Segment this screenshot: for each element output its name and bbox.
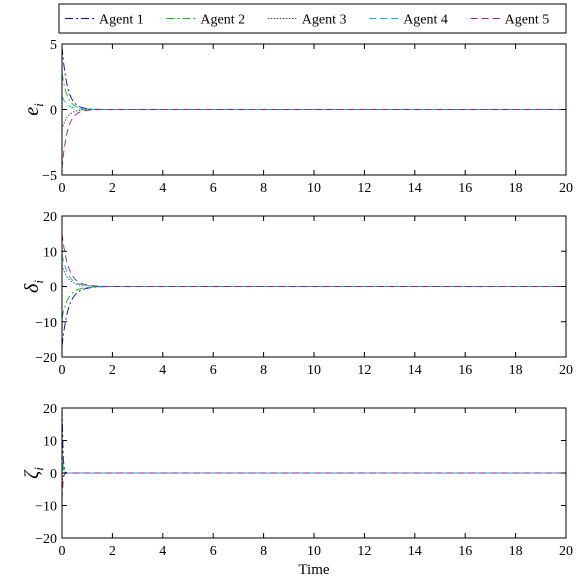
x-tick-label: 20 <box>559 544 573 559</box>
panel-2: 0 2 4 6 8 10 12 14 16 18 20 −20 −10 0 10 20 δi <box>21 210 573 378</box>
series-line-agent-5 <box>62 109 566 169</box>
series-line-agent-3 <box>62 472 566 483</box>
x-tick-label: 6 <box>210 363 217 378</box>
series-line-agent-2 <box>62 446 566 474</box>
legend-box <box>58 3 567 34</box>
y-tick-label: 20 <box>43 402 57 417</box>
y-axis-label-subscript: i <box>31 467 46 471</box>
series-group <box>62 46 566 169</box>
y-tick-label: 0 <box>50 281 57 296</box>
series-line-agent-5 <box>62 472 566 500</box>
series-line-agent-4 <box>62 254 566 287</box>
x-tick-label: 2 <box>109 363 116 378</box>
x-tick-label: 8 <box>260 544 267 559</box>
legend: Agent 1 Agent 2 Agent 3 Agent 4 Agent 5 <box>58 3 567 34</box>
x-tick-label: 2 <box>109 181 116 196</box>
series-line-agent-1 <box>62 408 566 474</box>
y-tick-label: 10 <box>43 245 57 260</box>
y-tick-label: 0 <box>50 467 57 482</box>
series-line-agent-1 <box>62 286 566 347</box>
x-tick-label: 12 <box>357 363 371 378</box>
x-tick-label: 6 <box>210 181 217 196</box>
series-line-agent-2 <box>62 72 566 110</box>
y-axis-label-subscript: i <box>31 103 46 107</box>
x-axis-label: Time <box>298 562 329 578</box>
y-tick-label: −10 <box>35 500 57 515</box>
x-tick-label: 10 <box>307 363 321 378</box>
y-tick-label: −5 <box>42 169 57 184</box>
y-axis-label: δi <box>21 280 46 293</box>
y-tick-label: −20 <box>35 351 57 366</box>
x-tick-label: 4 <box>159 363 166 378</box>
y-axis-label: ζi <box>21 467 46 479</box>
x-tick-label: 14 <box>408 181 422 196</box>
series-line-agent-2 <box>62 286 566 319</box>
x-tick-label: 16 <box>458 363 472 378</box>
y-axis-label-subscript: i <box>31 280 46 284</box>
x-tick-label: 16 <box>458 544 472 559</box>
x-tick-label: 10 <box>307 181 321 196</box>
x-tick-label: 10 <box>307 544 321 559</box>
y-axis-label-symbol: e <box>21 107 43 116</box>
legend-label-agent-3: Agent 3 <box>302 13 347 28</box>
y-axis-label-symbol: δ <box>21 283 43 293</box>
series-line-agent-4 <box>62 463 566 474</box>
legend-label-agent-1: Agent 1 <box>99 13 144 28</box>
series-group <box>62 408 566 500</box>
x-tick-label: 12 <box>357 544 371 559</box>
y-tick-label: 20 <box>43 210 57 225</box>
series-line-agent-5 <box>62 233 566 287</box>
y-tick-label: −20 <box>35 532 57 547</box>
x-tick-label: 18 <box>509 363 523 378</box>
panel-3: 0 2 4 6 8 10 12 14 16 18 20 −20 −10 0 10 20 ζi Time <box>21 402 573 578</box>
x-tick-label: 8 <box>260 181 267 196</box>
x-tick-label: 18 <box>509 544 523 559</box>
legend-label-agent-5: Agent 5 <box>505 13 550 28</box>
x-tick-label: 0 <box>59 363 66 378</box>
y-axis-label: ei <box>21 103 46 116</box>
y-tick-label: 10 <box>43 435 57 450</box>
series-line-agent-4 <box>62 96 566 110</box>
y-tick-label: 0 <box>50 104 57 119</box>
series-line-agent-3 <box>62 265 566 287</box>
x-tick-label: 12 <box>357 181 371 196</box>
x-tick-label: 20 <box>559 181 573 196</box>
x-tick-label: 6 <box>210 544 217 559</box>
y-tick-label: −10 <box>35 316 57 331</box>
x-tick-label: 16 <box>458 181 472 196</box>
y-tick-label: 5 <box>50 38 57 53</box>
x-tick-label: 0 <box>59 544 66 559</box>
x-tick-label: 2 <box>109 544 116 559</box>
x-tick-label: 14 <box>408 544 422 559</box>
series-group <box>62 233 566 347</box>
series-line-agent-1 <box>62 46 566 110</box>
legend-label-agent-2: Agent 2 <box>200 13 245 28</box>
x-tick-label: 20 <box>559 363 573 378</box>
x-tick-label: 14 <box>408 363 422 378</box>
x-tick-label: 4 <box>159 181 166 196</box>
legend-label-agent-4: Agent 4 <box>403 13 448 28</box>
x-tick-label: 8 <box>260 363 267 378</box>
series-line-agent-3 <box>62 109 566 130</box>
x-tick-label: 0 <box>59 181 66 196</box>
y-axis-label-symbol: ζ <box>21 469 43 479</box>
x-tick-label: 18 <box>509 181 523 196</box>
x-tick-label: 4 <box>159 544 166 559</box>
